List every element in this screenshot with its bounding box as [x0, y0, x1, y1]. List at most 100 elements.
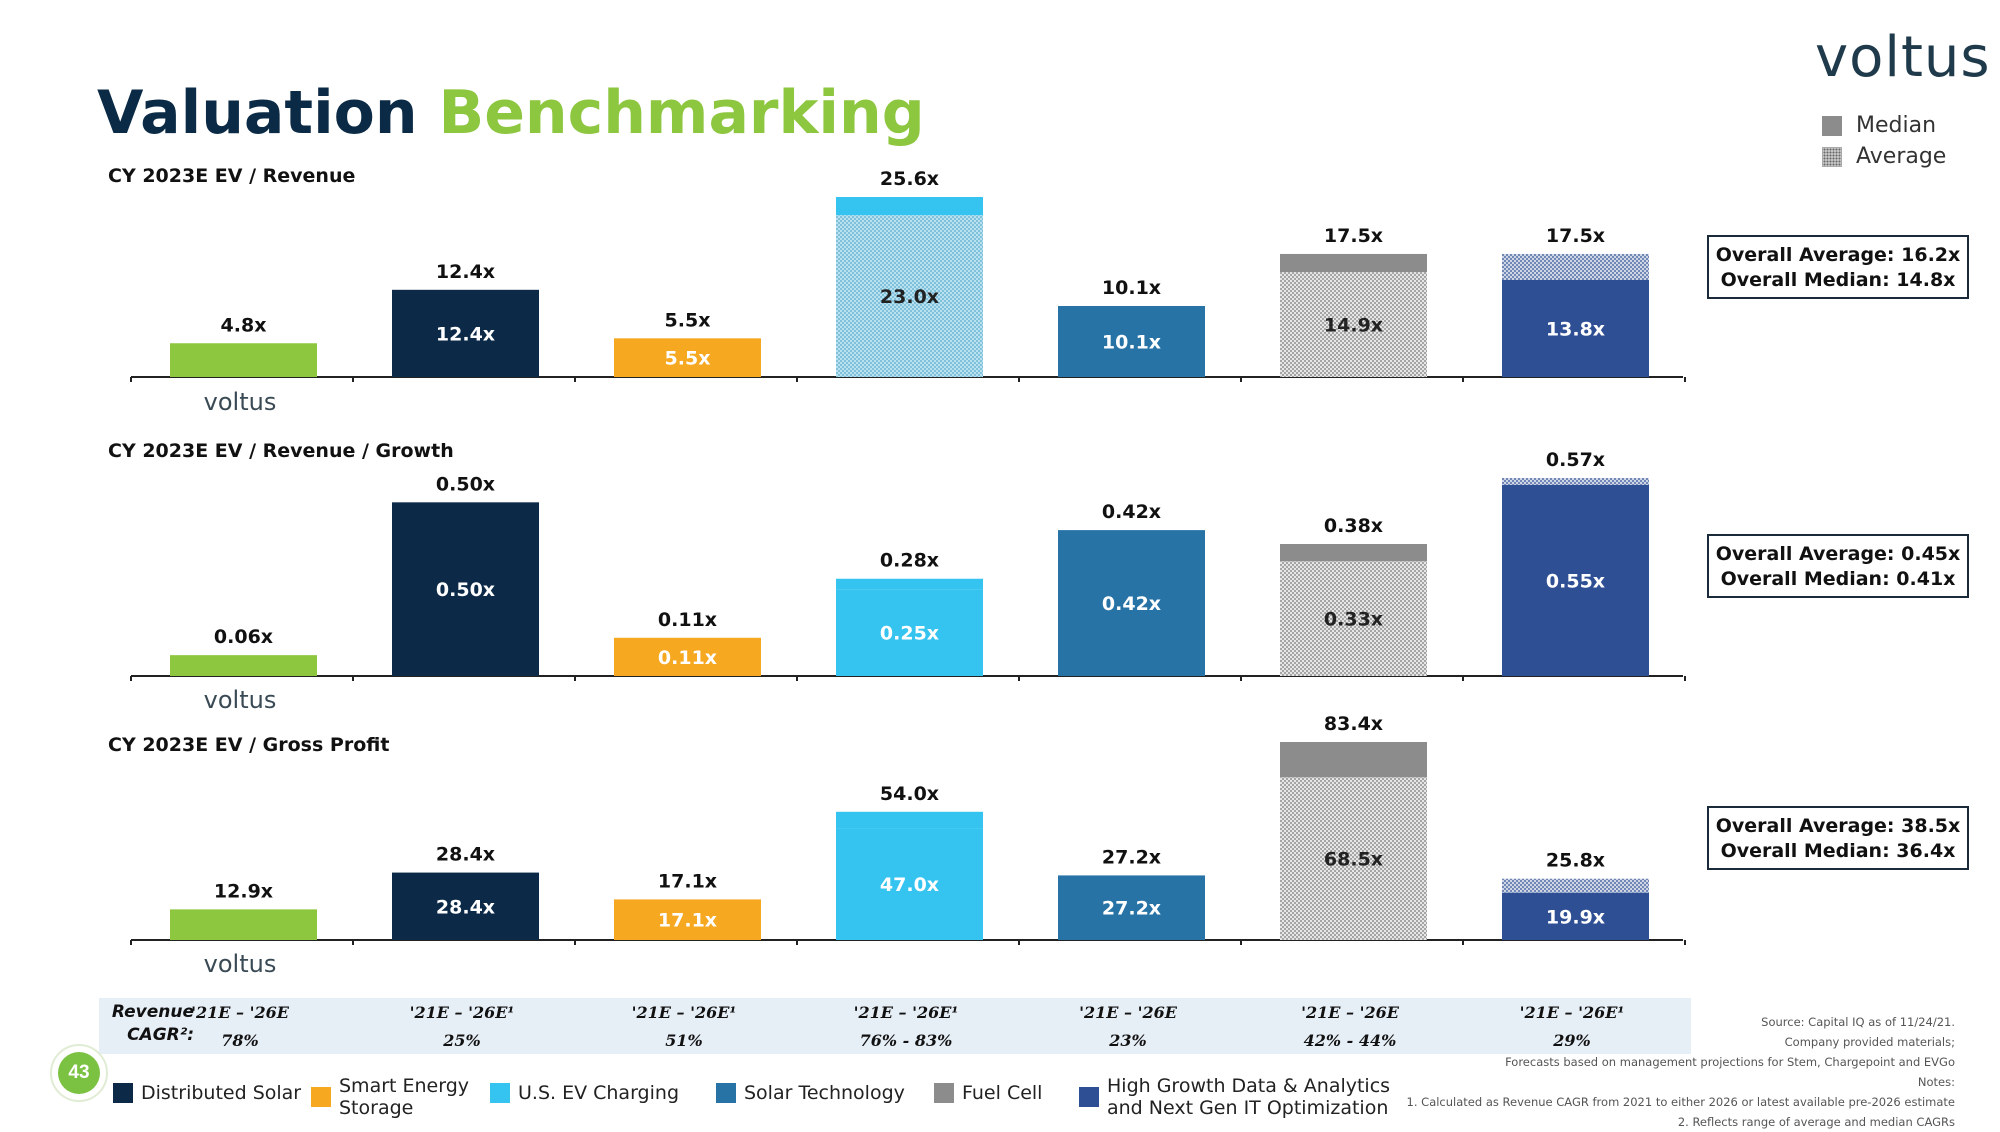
average-bar-segment: [836, 197, 983, 216]
legend-item: Distributed Solar: [113, 1082, 301, 1104]
cagr-value: 51%: [665, 1031, 703, 1050]
overall-median-ev-revenue: Overall Median: 14.8x: [1720, 269, 1956, 291]
bar-value-label: 0.42x: [1102, 593, 1161, 615]
bar-top-label: 12.9x: [214, 880, 273, 902]
legend-swatch: [490, 1083, 510, 1103]
legend-swatch: [716, 1083, 736, 1103]
median-bar: [1502, 892, 1649, 940]
median-bar: [1058, 875, 1205, 940]
legend-label: Distributed Solar: [141, 1082, 302, 1104]
overall-box-ev-revenue: Overall Average: 16.2x Overall Median: 1…: [1707, 235, 1969, 299]
overall-median-ev-revenue-growth: Overall Median: 0.41x: [1720, 568, 1956, 590]
median-bar: [170, 343, 317, 377]
legend-average: Average: [1822, 141, 1946, 172]
median-bar: [836, 589, 983, 676]
cagr-period: '21E – '26E¹: [631, 1003, 737, 1022]
median-bar: [1280, 561, 1427, 676]
bar-top-label: 0.38x: [1324, 515, 1383, 537]
revenue-cagr-band: [99, 998, 1691, 1054]
bar-top-label: 25.6x: [880, 168, 939, 190]
cagr-period: '21E – '26E: [191, 1003, 289, 1022]
overall-average-ev-revenue: Overall Average: 16.2x: [1715, 244, 1961, 266]
page-number-badge: 43: [50, 1044, 108, 1102]
bar-top-label: 12.4x: [436, 261, 495, 283]
bar-top-label: 54.0x: [880, 783, 939, 805]
average-bar-segment: [1280, 544, 1427, 562]
legend-label: Smart Energy Storage: [339, 1075, 470, 1119]
bar-value-label: 0.33x: [1324, 609, 1383, 631]
voltus-mini-logo: voltus: [204, 686, 277, 714]
chart-title-ev-revenue-growth: CY 2023E EV / Revenue / Growth: [108, 440, 454, 462]
bar-top-label: 0.50x: [436, 473, 495, 495]
median-bar: [614, 899, 761, 940]
chart-title-ev-gross-profit: CY 2023E EV / Gross Profit: [108, 734, 389, 756]
legend-median: Median: [1822, 110, 1946, 141]
bar-top-label: 17.5x: [1546, 225, 1605, 247]
median-bar: [1502, 484, 1649, 676]
average-bar-segment: [1280, 742, 1427, 778]
average-bar-segment: [1502, 478, 1649, 485]
median-bar: [1058, 530, 1205, 676]
legend-label: U.S. EV Charging: [518, 1082, 679, 1104]
bar-top-label: 10.1x: [1102, 277, 1161, 299]
median-bar: [614, 637, 761, 676]
note-company: Company provided materials;: [1784, 1035, 1955, 1049]
median-bar: [1058, 305, 1205, 377]
bar-value-label: 28.4x: [436, 896, 495, 918]
overall-median-ev-gross-profit: Overall Median: 36.4x: [1720, 840, 1956, 862]
cagr-value: 42% - 44%: [1303, 1031, 1397, 1050]
overall-box-ev-gross-profit: Overall Average: 38.5x Overall Median: 3…: [1707, 806, 1969, 870]
bar-value-label: 0.25x: [880, 623, 939, 645]
median-bar: [392, 289, 539, 377]
bar-top-label: 4.8x: [221, 314, 267, 336]
source-notes: Source: Capital IQ as of 11/24/21. Compa…: [1407, 1012, 1955, 1132]
cagr-period: '21E – '26E¹: [853, 1003, 959, 1022]
voltus-logo: voltus: [1815, 25, 1991, 90]
bar-top-label: 0.06x: [214, 626, 273, 648]
cagr-title-line1: Revenue: [111, 1002, 194, 1022]
median-bar: [392, 872, 539, 940]
cagr-value: 78%: [221, 1031, 259, 1050]
median-bar: [836, 828, 983, 940]
overall-average-ev-revenue-growth: Overall Average: 0.45x: [1715, 543, 1961, 565]
chart-title-ev-revenue: CY 2023E EV / Revenue: [108, 165, 355, 187]
median-swatch: [1822, 115, 1842, 136]
cagr-title-line2: CAGR²:: [127, 1025, 194, 1045]
average-bar-segment: [836, 811, 983, 829]
note-forecasts: Forecasts based on management projection…: [1505, 1055, 1955, 1069]
legend-label: Solar Technology: [744, 1082, 905, 1104]
note-label: Notes:: [1917, 1075, 1955, 1089]
bar-value-label: 19.9x: [1546, 906, 1605, 928]
legend-label: High Growth Data & Analytics and Next Gen…: [1107, 1075, 1391, 1119]
cagr-value: 25%: [443, 1031, 481, 1050]
legend-item: U.S. EV Charging: [490, 1082, 679, 1104]
legend-item: High Growth Data & Analytics and Next Gen…: [1079, 1075, 1390, 1119]
cagr-value: 29%: [1553, 1031, 1591, 1050]
median-bar: [170, 655, 317, 676]
overall-box-ev-revenue-growth: Overall Average: 0.45x Overall Median: 0…: [1707, 534, 1969, 598]
title-part-2: Benchmarking: [438, 78, 925, 148]
bar-value-label: 0.11x: [658, 647, 717, 669]
legend-item: Smart Energy Storage: [311, 1075, 469, 1119]
page-number: 43: [58, 1052, 100, 1094]
legend-median-label: Median: [1856, 113, 1937, 138]
average-bar-segment: [1502, 253, 1649, 280]
bar-value-label: 14.9x: [1324, 315, 1383, 337]
note-source: Source: Capital IQ as of 11/24/21.: [1761, 1015, 1955, 1029]
overall-average-ev-gross-profit: Overall Average: 38.5x: [1715, 815, 1961, 837]
bar-top-label: 27.2x: [1102, 846, 1161, 868]
average-bar-segment: [836, 578, 983, 590]
median-bar: [614, 338, 761, 377]
legend-swatch: [934, 1083, 954, 1103]
median-average-legend: Median Average: [1822, 110, 1946, 172]
bar-top-label: 0.57x: [1546, 449, 1605, 471]
bar-value-label: 5.5x: [665, 348, 711, 370]
cagr-period: '21E – '26E¹: [409, 1003, 515, 1022]
bar-top-label: 17.1x: [658, 870, 717, 892]
bar-top-label: 25.8x: [1546, 850, 1605, 872]
cagr-value: 76% - 83%: [859, 1031, 953, 1050]
bar-top-label: 0.28x: [880, 550, 939, 572]
title-part-1: Valuation: [97, 78, 418, 148]
legend-average-label: Average: [1856, 144, 1947, 169]
cagr-period: '21E – '26E¹: [1519, 1003, 1625, 1022]
